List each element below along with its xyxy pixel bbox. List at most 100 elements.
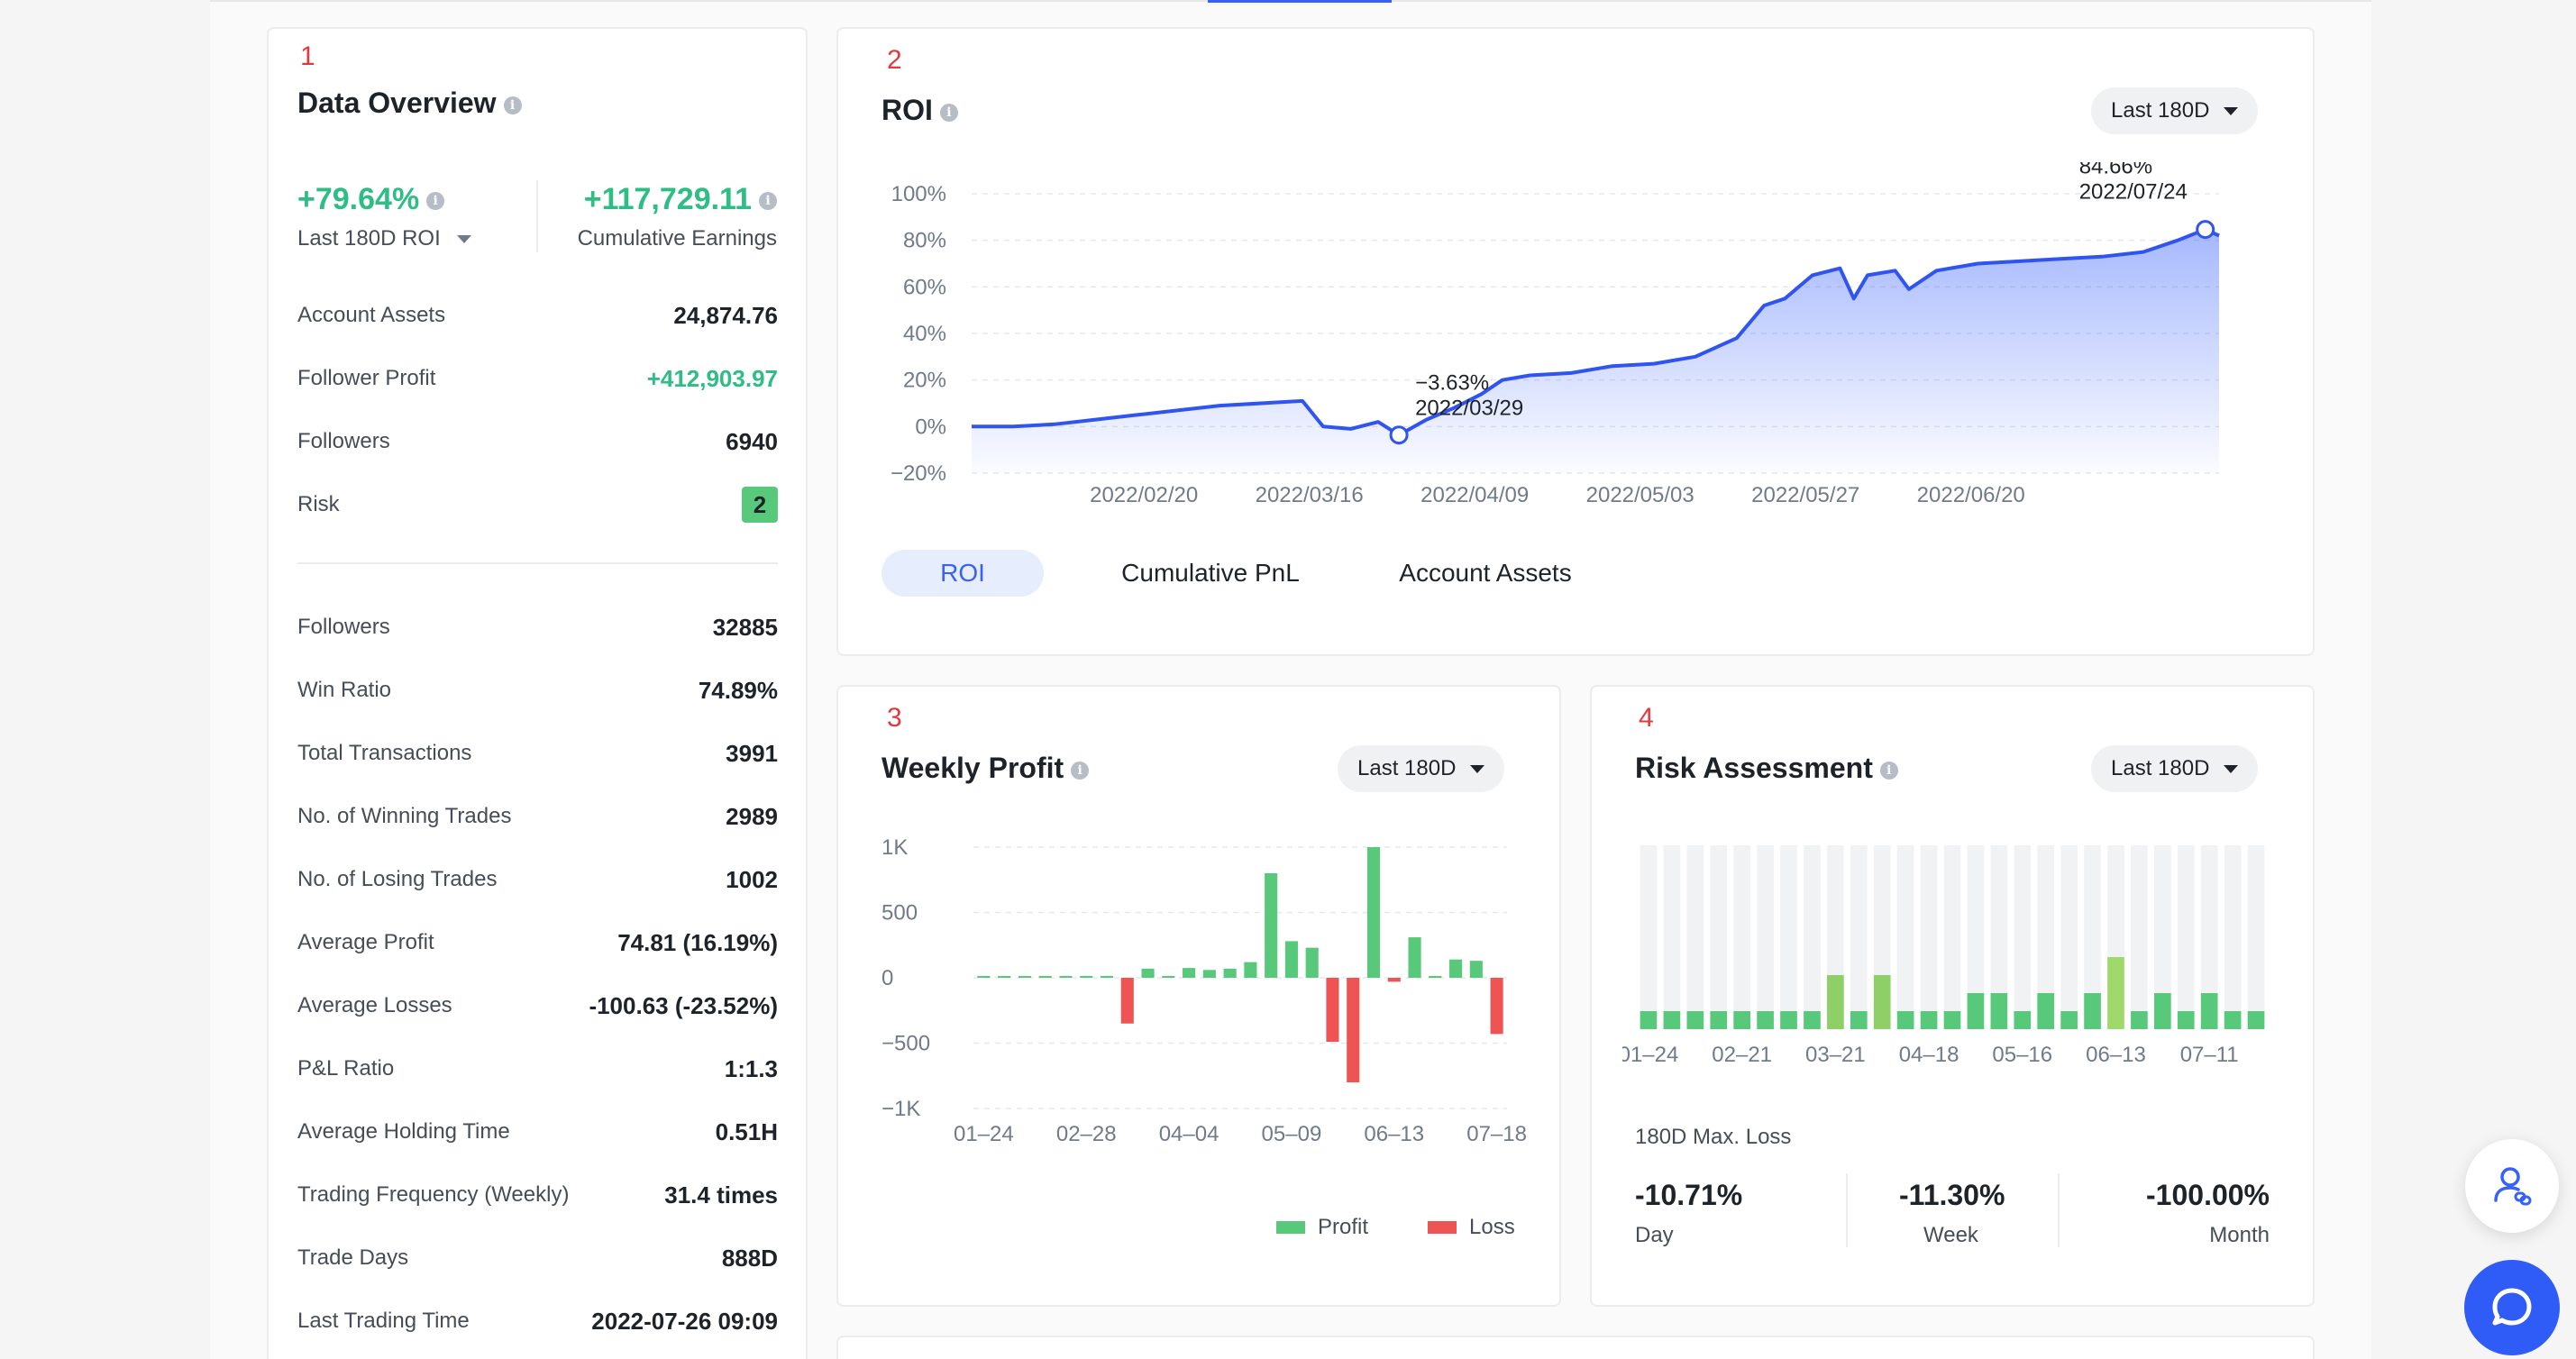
risk-bar (1757, 1011, 1774, 1029)
risk-bar (2224, 1011, 2242, 1029)
y-tick-label: −500 (882, 1032, 930, 1056)
x-tick-label: 2022/06/20 (1917, 483, 2025, 507)
risk-bar (1827, 975, 1844, 1029)
risk-bar (2177, 1011, 2195, 1029)
max-point (2196, 220, 2215, 240)
card-number: 3 (887, 703, 902, 733)
risk-bar (2084, 993, 2101, 1029)
info-icon[interactable]: i (939, 103, 958, 122)
y-tick-label: 1K (882, 835, 908, 860)
x-tick-label: 2022/05/27 (1751, 483, 1859, 507)
risk-assessment-title: Risk Assessment i (1635, 752, 1898, 785)
risk-bar-track (1780, 845, 1797, 1029)
next-card (836, 1336, 2315, 1359)
earnings-value: +117,729.11 i (584, 182, 777, 217)
profit-bar (1469, 961, 1483, 978)
stat-value: 3991 (726, 739, 778, 767)
y-tick-label: 20% (903, 369, 946, 393)
y-tick-label: 0% (915, 415, 946, 439)
tab-cumulative-pnl[interactable]: Cumulative PnL (1121, 559, 1300, 587)
legend-loss[interactable]: Loss (1428, 1215, 1515, 1240)
stat-label: Followers (297, 429, 390, 453)
range-label: Last 180D (1357, 756, 1457, 780)
weekly-range-select[interactable]: Last 180D (1338, 745, 1505, 792)
x-tick-label: 04–04 (1159, 1122, 1219, 1146)
info-icon[interactable]: i (1071, 761, 1090, 780)
stat-value: 1002 (726, 865, 778, 893)
profit-bar (1080, 976, 1093, 978)
stat-value: 2989 (726, 802, 778, 830)
weekly-profit-chart: 1K 500 0 −500 −1K 01–24 02–28 04–04 05–09 06–13 0… (882, 835, 1527, 1146)
chat-bubble-icon (2492, 1288, 2532, 1326)
stat-row: Followers 6940 (297, 424, 778, 460)
roi-value-text: +79.64% (297, 182, 420, 216)
card-number: 2 (887, 45, 902, 75)
x-tick-label: 06–13 (1364, 1122, 1424, 1146)
profit-bar (1162, 976, 1175, 978)
roi-period-dropdown[interactable]: Last 180D ROI (297, 226, 471, 251)
stat-label: Account Assets (297, 303, 446, 327)
stat-label: Average Profit (297, 930, 434, 954)
x-tick-label: 02–21 (1712, 1043, 1772, 1067)
stat-row: Average Profit 74.81 (16.19%) (297, 925, 778, 961)
risk-bar-track (1990, 845, 2008, 1029)
weekly-profit-title: Weekly Profit i (882, 752, 1090, 785)
roi-range-select[interactable]: Last 180D (2091, 87, 2259, 134)
stat-value: -100.63 (-23.52%) (589, 991, 778, 1019)
earnings-label: Cumulative Earnings (577, 226, 777, 251)
risk-bar (1873, 975, 1891, 1029)
risk-week-value: -11.30% (1899, 1179, 2005, 1211)
x-tick-label: 01–24 (954, 1122, 1014, 1146)
stat-row: Trading Frequency (Weekly) 31.4 times (297, 1177, 778, 1213)
risk-bar (2107, 957, 2124, 1029)
title-text: ROI (882, 94, 933, 126)
chevron-down-icon (2224, 764, 2239, 773)
y-tick-label: −20% (891, 461, 946, 486)
x-tick-label: 06–13 (2086, 1043, 2146, 1067)
loss-bar (1490, 978, 1503, 1035)
risk-bar (2247, 1011, 2265, 1029)
chat-button[interactable] (2464, 1260, 2560, 1355)
info-icon[interactable]: i (503, 96, 522, 114)
info-icon[interactable]: i (759, 192, 777, 211)
stat-row: P&L Ratio 1:1.3 (297, 1051, 778, 1087)
info-icon[interactable]: i (1879, 761, 1898, 780)
risk-bar (1686, 1011, 1704, 1029)
risk-bar-track (1757, 845, 1774, 1029)
risk-bar (1990, 993, 2008, 1029)
risk-bar-track (1686, 845, 1704, 1029)
y-tick-label: 100% (891, 182, 946, 206)
risk-day-label: Day (1635, 1223, 1674, 1247)
stat-value: 6940 (726, 427, 778, 455)
profit-bar (998, 976, 1011, 978)
risk-range-select[interactable]: Last 180D (2091, 745, 2259, 792)
risk-bar (1967, 993, 1985, 1029)
profit-bar (1449, 959, 1463, 978)
legend-profit[interactable]: Profit (1276, 1215, 1368, 1240)
legend-profit-label: Profit (1318, 1215, 1369, 1239)
risk-bar-track (2037, 845, 2055, 1029)
stat-label: Last Trading Time (297, 1309, 470, 1333)
earnings-value-text: +117,729.11 (583, 182, 752, 216)
stat-value: 74.89% (698, 676, 778, 704)
copy-trade-button[interactable] (2465, 1139, 2559, 1233)
legend-loss-label: Loss (1469, 1215, 1515, 1239)
x-tick-label: 05–09 (1262, 1122, 1322, 1146)
stat-row: Account Assets 24,874.76 (297, 297, 778, 333)
stat-label: P&L Ratio (297, 1056, 395, 1081)
risk-bar-track (1710, 845, 1728, 1029)
y-tick-label: 500 (882, 901, 918, 926)
stat-label: Total Transactions (297, 741, 472, 765)
risk-chart: 01–24 02–21 03–21 04–18 05–16 06–13 07–11 (1622, 845, 2265, 1067)
risk-bar (1920, 1011, 1938, 1029)
tab-roi[interactable]: ROI (882, 550, 1044, 597)
roi-value: +79.64% i (297, 182, 445, 217)
stat-row: No. of Losing Trades 1002 (297, 862, 778, 898)
stat-label: Average Losses (297, 993, 452, 1017)
stat-row: Follower Profit +412,903.97 (297, 360, 778, 397)
title-text: Risk Assessment (1635, 752, 1873, 784)
tab-account-assets[interactable]: Account Assets (1399, 559, 1572, 587)
title-text: Data Overview (297, 87, 497, 119)
info-icon[interactable]: i (426, 192, 445, 211)
risk-bar (1780, 1011, 1797, 1029)
